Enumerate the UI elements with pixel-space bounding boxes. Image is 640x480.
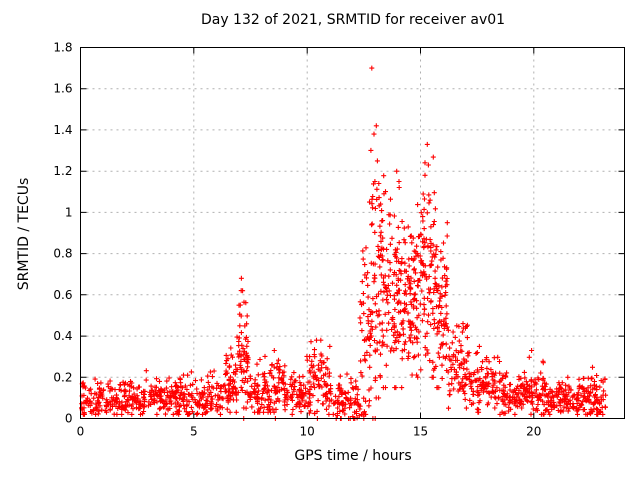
y-tick-label: 1.6 (53, 82, 72, 96)
y-tick-label: 0.2 (53, 370, 72, 384)
x-tick-label: 15 (413, 425, 428, 439)
plot-border (80, 47, 625, 419)
x-tick-label: 20 (526, 425, 541, 439)
scatter-points (79, 65, 609, 421)
y-tick-label: 1.8 (53, 41, 72, 55)
y-tick-label: 1.4 (53, 123, 72, 137)
axis-ticks (80, 47, 625, 419)
y-tick-label: 1 (65, 205, 73, 219)
x-axis-label: GPS time / hours (294, 448, 412, 464)
y-tick-label: 0.4 (53, 329, 72, 343)
x-tick-label: 5 (190, 425, 198, 439)
y-tick-label: 0.6 (53, 288, 72, 302)
y-tick-label: 1.2 (53, 164, 72, 178)
chart-title: Day 132 of 2021, SRMTID for receiver av0… (200, 12, 506, 28)
y-tick-label: 0.8 (53, 247, 72, 261)
y-tick-label: 0 (65, 412, 73, 426)
grid-lines (80, 47, 625, 419)
x-tick-label: 10 (300, 425, 315, 439)
x-tick-label: 0 (77, 425, 85, 439)
